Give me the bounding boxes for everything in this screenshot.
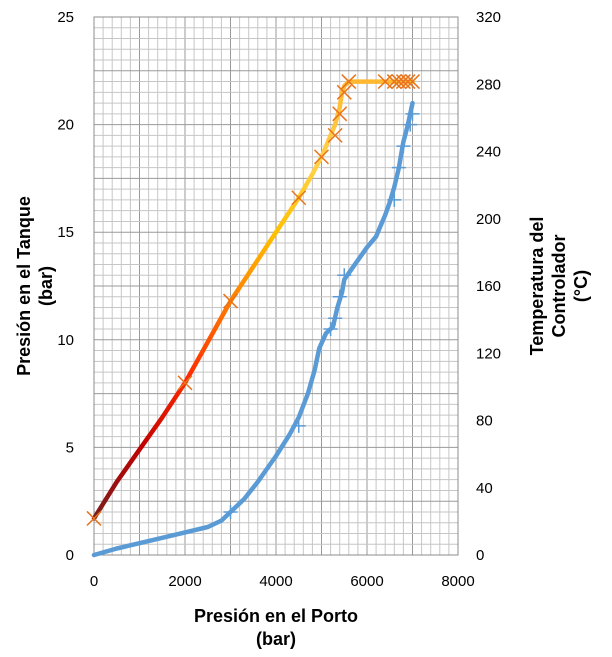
- plot-area-border: [93, 16, 459, 556]
- plus-marker: [223, 504, 238, 519]
- y2-tick-label: 280: [476, 76, 501, 93]
- plus-marker: [396, 139, 411, 154]
- x-tick-label: 0: [90, 573, 98, 590]
- x-marker: [327, 127, 343, 143]
- x-tick-label: 4000: [259, 573, 292, 590]
- plus-marker: [337, 268, 352, 283]
- tick-labels: 0 2000 4000 6000 800005101520250408012016020…: [57, 9, 501, 590]
- plus-marker: [405, 106, 420, 121]
- y-tick-label: 25: [57, 9, 74, 26]
- x-marker: [291, 190, 307, 206]
- x-marker: [332, 106, 348, 122]
- y2-tick-label: 160: [476, 278, 501, 295]
- y2-tick-label: 200: [476, 211, 501, 228]
- plus-marker: [291, 418, 306, 433]
- x-axis-title-line-1: Presión en el Porto: [194, 606, 358, 626]
- x-marker: [336, 84, 352, 100]
- x-tick-label: 2000: [168, 573, 201, 590]
- y2-tick-label: 120: [476, 345, 501, 362]
- y-tick-label: 20: [57, 117, 74, 134]
- y2-tick-label: 80: [476, 413, 493, 430]
- plus-marker: [403, 117, 418, 132]
- x-axis-title-line-2: (bar): [256, 629, 296, 649]
- plus-marker: [391, 160, 406, 175]
- plus-marker: [323, 322, 338, 337]
- plus-marker: [328, 311, 343, 326]
- x-marker: [400, 74, 416, 90]
- y2-axis-title-line-2: Controlador: [549, 235, 569, 338]
- plus-marker: [387, 192, 402, 207]
- marker-layer: [86, 74, 421, 526]
- gridlines: [93, 16, 459, 556]
- x-marker: [313, 149, 330, 165]
- x-marker: [177, 375, 193, 391]
- y2-tick-label: 320: [476, 9, 501, 26]
- y-tick-label: 5: [66, 439, 74, 456]
- y-tick-label: 15: [57, 224, 74, 241]
- plus-marker: [332, 289, 347, 304]
- x-tick-label: 8000: [441, 573, 474, 590]
- x-tick-label: 6000: [350, 573, 383, 590]
- y2-axis-title-line-3: (°C): [571, 270, 591, 302]
- x-marker: [222, 293, 239, 309]
- y2-tick-label: 240: [476, 144, 501, 161]
- series-line-gradient: [91, 79, 415, 521]
- y-axis-title-line-1: Presión en el Tanque: [14, 196, 34, 376]
- y-tick-label: 10: [57, 332, 74, 349]
- x-marker: [404, 74, 421, 90]
- x-marker: [86, 510, 102, 526]
- x-marker: [341, 74, 357, 90]
- y-tick-label: 0: [66, 547, 74, 564]
- y2-tick-label: 40: [476, 480, 493, 497]
- y2-axis-title-line-1: Temperatura del: [527, 217, 547, 356]
- y-axis-title-line-2: (bar): [36, 266, 56, 306]
- y2-tick-label: 0: [476, 547, 484, 564]
